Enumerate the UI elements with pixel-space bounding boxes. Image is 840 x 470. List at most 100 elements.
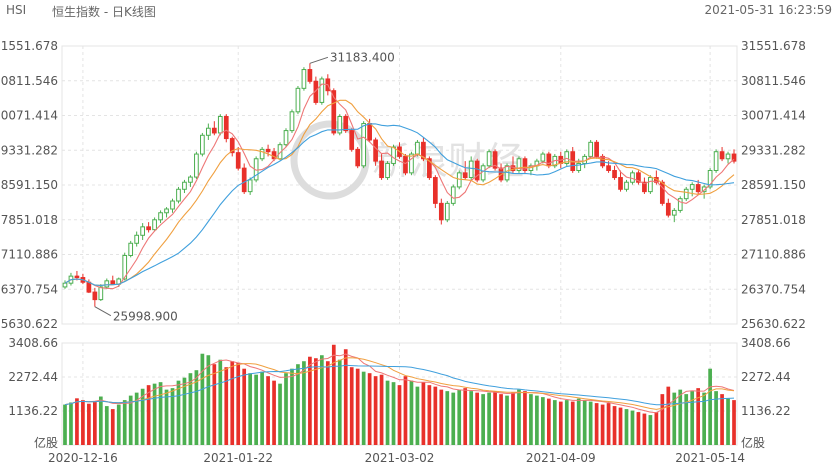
candle-body (229, 138, 235, 154)
volume-bar (385, 380, 390, 445)
volume-bar (158, 382, 163, 445)
candle-body (468, 160, 474, 179)
candle-body (415, 141, 420, 155)
ma20-line (64, 123, 735, 286)
candle-body (128, 242, 134, 256)
volume-bar (546, 398, 551, 445)
volume-bar (308, 356, 312, 445)
candle-body (516, 158, 522, 171)
volume-bar (654, 412, 659, 445)
volume-bar (302, 361, 306, 445)
volume-bar (331, 344, 336, 445)
candle-body (277, 144, 283, 160)
volume-bar (325, 361, 330, 445)
volume-bar (122, 400, 127, 445)
candle-body (301, 69, 307, 89)
volume-bar (630, 410, 635, 445)
candle-body (522, 158, 528, 171)
candle-body (319, 78, 325, 103)
candle-body (659, 181, 665, 204)
volume-bar (696, 388, 701, 445)
candle-body (337, 116, 343, 134)
candle-body (427, 158, 432, 179)
volume-bar (260, 371, 264, 445)
volume-bar (140, 388, 145, 445)
volume-bar (570, 401, 575, 445)
price-tick-right: 27110.886 (741, 248, 806, 262)
volume-bar (284, 373, 288, 445)
volume-bar (266, 376, 270, 445)
price-tick-left: 26370.754 (0, 282, 58, 296)
volume-bar (128, 395, 133, 445)
volume-ma20-line (64, 364, 735, 406)
volume-bar (517, 389, 521, 445)
volume-bar (684, 394, 689, 445)
candle-body (98, 286, 104, 301)
volume-bar (463, 388, 468, 445)
timestamp: 2021-05-31 16:23:59 (704, 3, 832, 17)
volume-bar (314, 358, 318, 445)
candle-body (636, 172, 641, 183)
volume-bar (558, 401, 563, 445)
candle-body (152, 219, 157, 231)
candle-body (235, 152, 241, 169)
volume-bar (98, 396, 103, 445)
price-tick-left: 27851.018 (0, 213, 58, 227)
candle-body (331, 90, 337, 134)
candle-body (379, 160, 384, 179)
candle-body (707, 169, 713, 188)
volume-bar (272, 380, 276, 445)
date-tick: 2021-01-22 (203, 451, 273, 465)
candle-body (176, 188, 181, 202)
volume-bar (152, 383, 157, 445)
date-tick: 2021-04-09 (526, 451, 596, 465)
volume-bar (732, 400, 736, 445)
volume-tick-right: 2272.44 (741, 370, 791, 384)
ma5-line (64, 83, 735, 290)
volume-bar (475, 392, 480, 445)
volume-bar (230, 361, 235, 445)
grid-lines (61, 45, 738, 446)
volume-bar (481, 394, 485, 445)
volume-bar (427, 385, 432, 445)
candle-body (588, 141, 594, 157)
candle-body (265, 148, 271, 153)
candle-body (385, 162, 390, 179)
volume-bar (648, 415, 653, 445)
volume-bar (720, 394, 724, 445)
candle-body (158, 212, 163, 221)
volume-unit-right: 亿股 (741, 435, 765, 450)
candle-body (104, 280, 110, 288)
watermark-logo-icon (290, 120, 370, 200)
candle-body (62, 282, 68, 288)
volume-bar (254, 374, 258, 445)
candle-body (725, 153, 731, 160)
volume-bar (702, 392, 706, 445)
price-tick-right: 30811.546 (741, 74, 806, 88)
volume-bar (726, 398, 730, 445)
candle-body (367, 123, 372, 141)
volume-bar (206, 355, 211, 445)
volume-tick-left: 1136.22 (8, 404, 58, 418)
volume-bar (81, 400, 85, 445)
volume-bar (93, 401, 97, 445)
volume-bar (367, 373, 372, 445)
volume-bar (134, 392, 139, 445)
candle-body (170, 200, 175, 210)
candle-body (134, 234, 140, 244)
ma10-line (64, 99, 735, 286)
volume-bar (337, 359, 342, 445)
date-tick: 2021-03-02 (365, 451, 435, 465)
candle-body (259, 148, 265, 160)
volume-ma10-line (64, 357, 735, 410)
volume-bar (242, 368, 247, 445)
candle-body (695, 184, 701, 193)
candle-body (606, 165, 611, 171)
volume-tick-right: 3408.66 (741, 336, 791, 350)
candle-body (701, 186, 707, 193)
candle-body (600, 155, 605, 167)
volume-bar (535, 395, 539, 445)
volume-bar (576, 398, 581, 445)
candle-body (223, 116, 229, 140)
